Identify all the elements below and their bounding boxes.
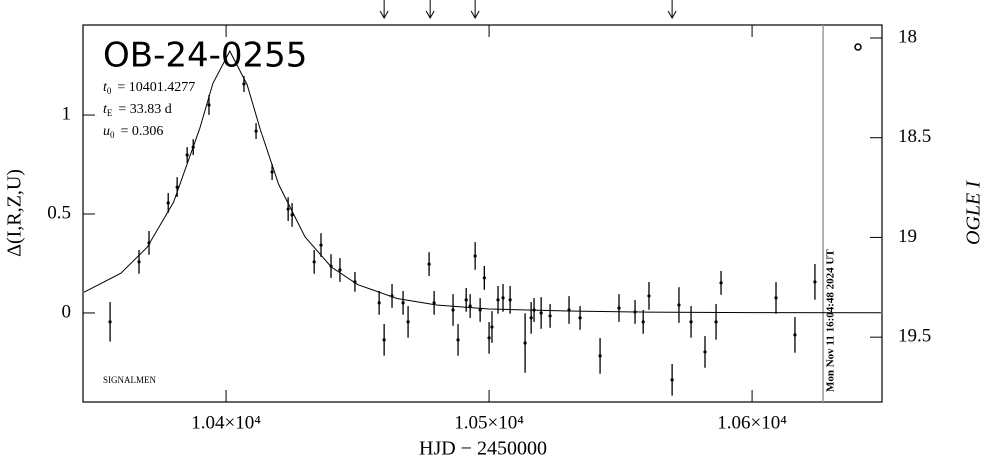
data-point: [432, 301, 436, 305]
data-point: [578, 316, 582, 320]
param-subscript: E: [107, 108, 113, 118]
data-point: [598, 354, 602, 358]
epoch-arrow: [470, 0, 480, 20]
param-value: = 10401.4277: [117, 80, 195, 95]
credit: SIGNALMEN: [103, 375, 156, 385]
data-point: [677, 303, 681, 307]
data-point: [670, 378, 674, 382]
data-point: [338, 268, 342, 272]
data-point: [290, 213, 294, 217]
y2-tick-label: 18: [898, 26, 917, 47]
data-point: [451, 308, 455, 312]
timestamp: Mon Nov 11 16:04:48 2024 UT: [825, 249, 837, 392]
data-point: [496, 298, 500, 302]
data-point: [567, 308, 571, 312]
y-axis-label: Δ(I,R,Z,U): [4, 169, 26, 257]
data-point: [312, 260, 316, 264]
data-point: [191, 145, 195, 149]
data-point: [464, 298, 468, 302]
data-point: [539, 311, 543, 315]
data-point: [185, 153, 189, 157]
data-point: [286, 207, 290, 211]
plot-frame: [82, 24, 883, 403]
param-value: = 0.306: [121, 124, 164, 139]
data-point: [508, 298, 512, 302]
data-point: [329, 264, 333, 268]
param-subscript: 0: [107, 86, 112, 96]
data-point: [714, 320, 718, 324]
y2-tick-label: 19.5: [898, 326, 931, 347]
x-tick-label: 1.04×10⁴: [191, 412, 261, 433]
data-point: [548, 314, 552, 318]
fit-parameter: t0 = 10401.4277: [103, 80, 195, 96]
y2-tick-label: 19: [898, 226, 917, 247]
param-symbol: t: [103, 80, 108, 95]
epoch-arrow: [379, 0, 389, 20]
data-point: [473, 254, 477, 258]
y2-tick-label: 18.5: [898, 126, 931, 147]
data-point: [377, 301, 381, 305]
data-point: [487, 336, 491, 340]
data-point: [242, 82, 246, 86]
data-point: [633, 310, 637, 314]
data-point: [270, 170, 274, 174]
data-point: [813, 280, 817, 284]
data-point: [108, 320, 112, 324]
data-point: [427, 262, 431, 266]
param-subscript: 0: [110, 130, 115, 140]
data-point: [647, 294, 651, 298]
data-point: [147, 241, 151, 245]
data-point: [468, 304, 472, 308]
data-point: [529, 316, 533, 320]
x-tick-label: 1.06×10⁴: [717, 412, 787, 433]
chart-title: OB-24-0255: [103, 36, 307, 76]
data-point: [254, 129, 258, 133]
epoch-arrow: [667, 0, 677, 20]
data-point: [382, 338, 386, 342]
data-point: [689, 320, 693, 324]
data-point: [175, 185, 179, 189]
data-point: [490, 325, 494, 329]
data-point: [207, 103, 211, 107]
data-point: [617, 306, 621, 310]
x-axis-label: HJD − 2450000: [419, 438, 547, 459]
data-point: [501, 296, 505, 300]
y2-axis-label: OGLE I: [963, 180, 985, 245]
y-tick-label: 1: [62, 103, 72, 124]
fit-parameter: tE = 33.83 d: [103, 102, 172, 118]
data-point: [523, 341, 527, 345]
param-symbol: u: [103, 124, 110, 139]
param-symbol: t: [103, 102, 108, 117]
data-point: [482, 276, 486, 280]
y-tick-label: 0.5: [47, 202, 71, 223]
data-point: [166, 201, 170, 205]
param-value: = 33.83 d: [118, 102, 171, 117]
data-point: [774, 296, 778, 300]
data-point: [390, 294, 394, 298]
data-point: [353, 280, 357, 284]
data-point: [319, 243, 323, 247]
epoch-arrow: [425, 0, 435, 20]
data-point: [406, 320, 410, 324]
data-point: [532, 308, 536, 312]
x-tick-label: 1.05×10⁴: [454, 412, 524, 433]
data-point: [703, 350, 707, 354]
data-point: [641, 320, 645, 324]
y-tick-label: 0: [62, 301, 72, 322]
data-point: [137, 260, 141, 264]
data-point: [719, 281, 723, 285]
data-point: [793, 333, 797, 337]
data-point: [401, 301, 405, 305]
model-curve: [83, 50, 881, 314]
fit-parameter: u0 = 0.306: [103, 124, 163, 140]
symbol: [854, 43, 862, 51]
data-point: [456, 338, 460, 342]
data-point: [478, 308, 482, 312]
